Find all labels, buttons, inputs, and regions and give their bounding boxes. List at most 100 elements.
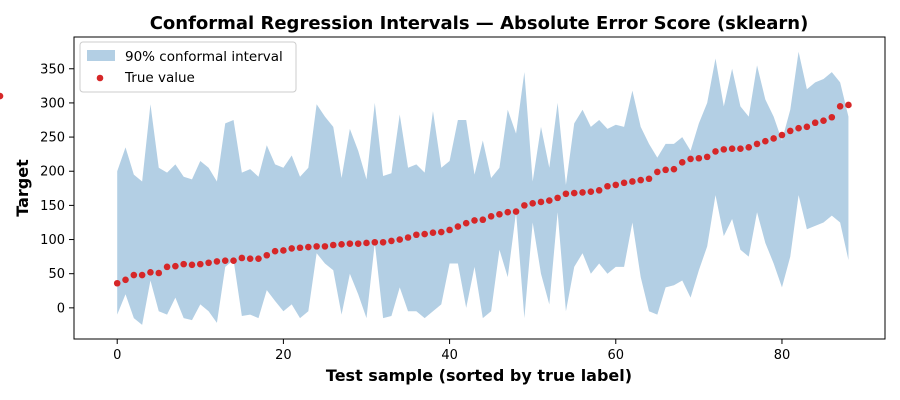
plot-frame	[73, 36, 886, 340]
true-value-point	[263, 251, 271, 259]
true-value-point	[454, 223, 462, 230]
true-value-point	[795, 124, 802, 132]
true-value-point	[329, 241, 337, 249]
true-value-point	[230, 257, 237, 265]
true-value-point	[138, 271, 146, 279]
true-value-point	[429, 229, 437, 237]
true-value-point	[147, 269, 154, 276]
true-value-point	[305, 243, 312, 251]
true-value-point	[728, 145, 736, 152]
true-value-point	[770, 135, 777, 142]
true-value-point	[413, 231, 420, 239]
true-value-point	[479, 216, 487, 224]
true-value-point	[695, 154, 703, 162]
y-axis-label: Target	[13, 159, 32, 217]
true-value-point	[271, 247, 279, 255]
y-tick-label: 300	[40, 96, 65, 111]
true-value-point	[0, 92, 4, 100]
true-value-point	[388, 237, 395, 245]
x-tick-label: 40	[441, 348, 458, 363]
true-value-point	[712, 148, 719, 155]
interval-band	[117, 51, 849, 325]
y-tick-label: 50	[48, 267, 65, 282]
true-value-point	[437, 228, 445, 236]
true-value-point	[446, 226, 453, 234]
true-value-point	[379, 238, 387, 246]
true-value-point	[462, 219, 470, 227]
true-value-point	[753, 140, 761, 148]
x-axis: 0 20 40 60 80	[113, 339, 790, 363]
true-value-point	[122, 276, 129, 284]
y-tick-label: 250	[40, 131, 65, 146]
true-value-point	[221, 257, 229, 265]
true-value-point	[180, 260, 187, 268]
true-value-point	[703, 153, 711, 161]
true-value-point	[595, 187, 603, 194]
true-value-point	[587, 188, 595, 196]
y-tick-label: 350	[40, 62, 65, 77]
x-axis-label: Test sample (sorted by true label)	[326, 366, 632, 385]
legend-label-interval: 90% conformal interval	[125, 49, 283, 65]
true-value-point	[188, 261, 196, 269]
true-value-point	[537, 198, 545, 206]
true-value-point	[845, 101, 852, 109]
true-value-point	[163, 263, 171, 271]
true-value-point	[820, 117, 827, 124]
true-value-point	[620, 179, 628, 187]
true-value-point	[670, 165, 678, 173]
true-value-point	[213, 258, 221, 265]
legend-swatch-interval	[87, 50, 115, 61]
true-value-point	[321, 243, 329, 250]
true-value-point	[496, 210, 503, 218]
y-tick-label: 0	[57, 301, 65, 316]
true-value-point	[205, 259, 212, 267]
true-value-point	[554, 194, 561, 202]
true-value-point	[720, 146, 728, 153]
true-value-point	[396, 236, 404, 243]
true-value-point	[562, 190, 570, 198]
true-value-point	[280, 247, 287, 254]
true-value-point	[570, 189, 578, 197]
true-value-point	[421, 230, 428, 238]
y-tick-label: 200	[40, 165, 65, 180]
x-tick-label: 0	[113, 348, 121, 363]
true-value-point	[313, 243, 320, 250]
true-value-point	[172, 262, 179, 270]
points-layer	[0, 92, 852, 287]
true-value-point	[238, 254, 246, 262]
x-tick-label: 80	[774, 348, 791, 363]
legend-box	[79, 41, 297, 93]
true-value-point	[255, 255, 262, 262]
true-value-point	[579, 189, 586, 196]
true-value-point	[512, 208, 520, 215]
true-value-point	[662, 166, 669, 174]
true-value-point	[471, 217, 478, 224]
true-value-point	[288, 245, 296, 252]
true-value-point	[828, 113, 836, 121]
interval-layer	[117, 51, 849, 325]
y-tick-label: 150	[40, 199, 65, 214]
true-value-point	[338, 241, 345, 248]
y-tick-label: 100	[40, 233, 65, 248]
true-value-point	[529, 200, 536, 207]
x-tick-label: 20	[275, 348, 292, 363]
true-value-point	[354, 240, 362, 247]
true-value-point	[155, 269, 163, 277]
true-value-point	[811, 119, 819, 127]
true-value-point	[296, 244, 304, 252]
legend: 90% conformal interval True value	[79, 41, 297, 93]
true-value-point	[654, 168, 661, 176]
true-value-point	[546, 197, 553, 204]
true-value-point	[687, 155, 694, 163]
true-value-point	[504, 208, 512, 216]
true-value-point	[678, 159, 686, 166]
true-value-point	[521, 202, 528, 209]
true-value-point	[487, 213, 495, 220]
true-value-point	[612, 181, 620, 189]
true-value-point	[130, 271, 138, 279]
true-value-point	[637, 176, 644, 184]
x-tick-label: 60	[608, 348, 625, 363]
true-value-point	[604, 182, 611, 190]
true-value-point	[113, 279, 121, 287]
true-value-point	[246, 255, 254, 262]
